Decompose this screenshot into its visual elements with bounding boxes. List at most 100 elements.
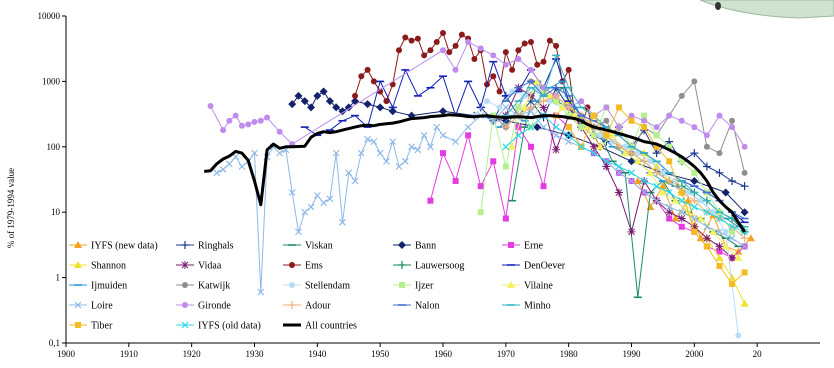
data-point <box>288 100 297 109</box>
data-point <box>401 157 409 165</box>
data-point <box>652 149 661 158</box>
data-point <box>565 124 572 131</box>
data-point <box>577 143 585 151</box>
data-point <box>671 214 680 222</box>
y-tick-label: 10000 <box>38 11 61 21</box>
data-point <box>578 98 585 105</box>
data-point <box>666 215 673 222</box>
tick-labels: 1900 1910 1920 1930 1940 1950 1960 1970 1980 1990… <box>38 11 763 359</box>
data-point <box>257 117 264 124</box>
data-point <box>702 162 711 171</box>
data-point <box>502 215 509 222</box>
data-point <box>477 209 484 216</box>
legend-label: Minho <box>524 301 551 312</box>
data-point <box>690 215 698 222</box>
data-point <box>709 227 718 235</box>
legend-swatch-marker <box>399 282 405 288</box>
legend-label: IYFS (new data) <box>91 241 158 252</box>
x-tick-label: 1970 <box>497 349 516 359</box>
data-point <box>564 103 573 112</box>
data-point <box>628 169 635 177</box>
data-point <box>627 149 636 158</box>
axes <box>62 15 820 347</box>
data-point <box>628 177 635 185</box>
data-point <box>640 157 649 166</box>
data-point <box>313 91 322 100</box>
data-point <box>658 188 667 196</box>
data-point <box>427 143 434 151</box>
data-point <box>440 47 446 54</box>
data-point <box>614 188 623 197</box>
data-point <box>414 146 422 154</box>
data-point <box>671 196 680 204</box>
data-point <box>741 169 748 176</box>
legend-item: Ringhals <box>176 241 234 252</box>
data-point <box>396 47 403 54</box>
data-point <box>653 197 661 205</box>
legend-label: Tiber <box>91 321 113 332</box>
data-point <box>590 132 597 139</box>
data-point <box>740 234 749 243</box>
legend-item: Katwijk <box>176 281 230 292</box>
data-point <box>251 149 258 157</box>
data-point <box>339 218 346 226</box>
data-point <box>641 117 648 124</box>
data-point <box>521 92 528 99</box>
data-point <box>603 117 610 124</box>
data-point <box>597 132 604 139</box>
legend-label: Nalon <box>415 301 439 312</box>
data-point <box>740 208 749 217</box>
legend-item: Shannon <box>69 261 126 272</box>
data-point <box>646 203 655 211</box>
legend-label: Ringhals <box>198 241 234 252</box>
data-point <box>325 97 334 106</box>
data-point <box>634 150 641 157</box>
data-point <box>257 288 265 296</box>
data-point <box>414 35 421 42</box>
data-point <box>300 97 309 106</box>
data-point <box>741 269 748 276</box>
data-point <box>615 163 623 170</box>
data-point <box>502 143 510 151</box>
series-line <box>505 54 745 228</box>
data-point <box>388 107 397 116</box>
data-point <box>376 149 384 157</box>
legend-swatch-marker <box>398 241 406 249</box>
data-point <box>465 132 472 139</box>
data-point <box>408 143 416 151</box>
data-point <box>716 112 723 119</box>
legend-item: Ems <box>283 261 323 272</box>
data-point <box>615 169 623 177</box>
x-tick-label: 1910 <box>120 349 139 359</box>
data-point <box>728 176 737 185</box>
data-point <box>332 149 340 157</box>
data-point <box>307 203 315 211</box>
data-point <box>219 166 227 173</box>
y-tick-label: 1000 <box>42 76 61 86</box>
data-point <box>716 228 723 236</box>
legend-item: Ijzer <box>393 281 434 292</box>
data-point <box>508 142 517 150</box>
data-point <box>746 234 755 242</box>
data-point <box>264 114 271 121</box>
data-point <box>653 182 661 190</box>
data-point <box>615 124 622 131</box>
data-point <box>509 66 516 73</box>
data-point <box>583 123 592 131</box>
legend-item: IYFS (new data) <box>69 241 158 252</box>
legend-item: Stellendam <box>283 281 350 292</box>
data-point <box>238 163 246 170</box>
data-point <box>465 39 472 46</box>
data-point <box>703 243 710 250</box>
data-point <box>684 196 693 204</box>
data-point <box>641 124 648 131</box>
data-point <box>402 34 409 41</box>
series-ems <box>352 29 604 150</box>
data-point <box>552 123 560 131</box>
data-point <box>440 29 446 36</box>
legend-swatch-marker <box>182 302 188 308</box>
y-axis-label: % of 1979-1994 value <box>6 168 16 248</box>
legend-item: Minho <box>502 301 551 312</box>
data-point <box>226 117 233 124</box>
legend-item: Tiber <box>69 321 113 332</box>
